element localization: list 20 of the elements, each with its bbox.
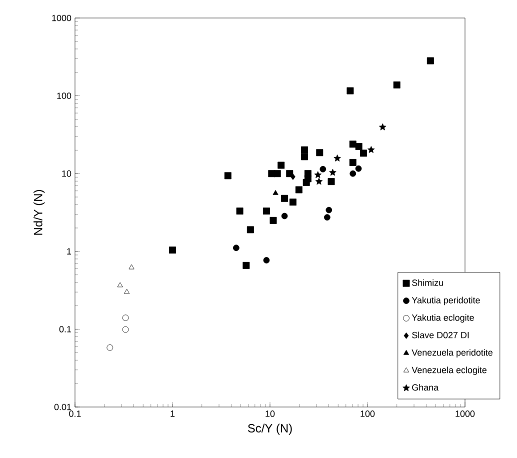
y-tick-label: 0.1: [59, 326, 72, 332]
legend-label: Yakutia eclogite: [412, 314, 474, 323]
y-tick-label: 1000: [52, 14, 72, 22]
legend-label: Ghana: [412, 384, 439, 391]
legend-label: Shimizu: [412, 279, 443, 286]
legend-label: Slave D027 DI: [412, 332, 469, 338]
y-tick-label: 0.01: [54, 404, 72, 410]
x-tick-label: 10: [266, 410, 275, 417]
y-tick-label: 100: [57, 92, 72, 99]
y-axis-title: Nd/Y (N): [34, 190, 45, 235]
x-tick-label: 100: [360, 410, 375, 417]
legend-label: Venezuela eclogite: [412, 366, 487, 375]
x-tick-label: 1000: [456, 410, 475, 417]
legend-label: Yakutia peridotite: [412, 296, 480, 306]
x-axis-title: Sc/Y (N): [248, 424, 292, 435]
x-tick-label: 0.1: [69, 410, 81, 417]
y-tick-label: 1: [67, 248, 72, 254]
y-tick-label: 10: [62, 170, 72, 177]
legend-label: Venezuela peridotite: [412, 349, 493, 358]
x-tick-label: 1: [170, 410, 175, 417]
